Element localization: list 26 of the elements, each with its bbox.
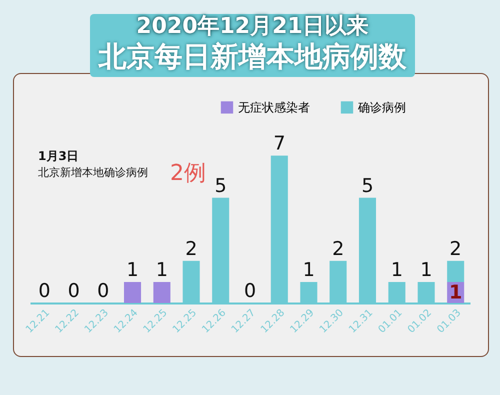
chart-subtitle: 北京每日新增本地病例数 bbox=[97, 40, 408, 74]
total-label: 5 bbox=[214, 174, 227, 197]
bar bbox=[124, 282, 142, 303]
bar bbox=[153, 282, 170, 303]
annotation: 2例 bbox=[170, 160, 206, 188]
legend-label: 确诊病例 bbox=[357, 100, 406, 114]
total-label: 0 bbox=[244, 280, 256, 302]
total-label: 5 bbox=[361, 174, 374, 197]
total-label: 1 bbox=[302, 258, 315, 281]
annotation: 1月3日 bbox=[38, 148, 80, 165]
total-label: 1 bbox=[420, 258, 432, 281]
bar bbox=[447, 260, 464, 282]
legend-label: 无症状感染者 bbox=[238, 100, 310, 114]
total-label: 2 bbox=[450, 238, 462, 260]
total-label: 1 bbox=[156, 258, 168, 281]
total-label: 0 bbox=[38, 280, 50, 302]
total-label: 0 bbox=[68, 280, 80, 302]
total-label: 7 bbox=[273, 132, 286, 155]
chart-title: 2020年12月21日以来 bbox=[135, 14, 370, 40]
total-label: 0 bbox=[97, 280, 110, 302]
total-label: 2 bbox=[332, 238, 344, 260]
total-label: 2 bbox=[185, 238, 198, 260]
annotation: 北京新增本地确诊病例 bbox=[38, 165, 148, 180]
total-label: 1 bbox=[126, 258, 139, 281]
total-label: 1 bbox=[390, 258, 403, 281]
data-label: 1 bbox=[448, 281, 462, 304]
